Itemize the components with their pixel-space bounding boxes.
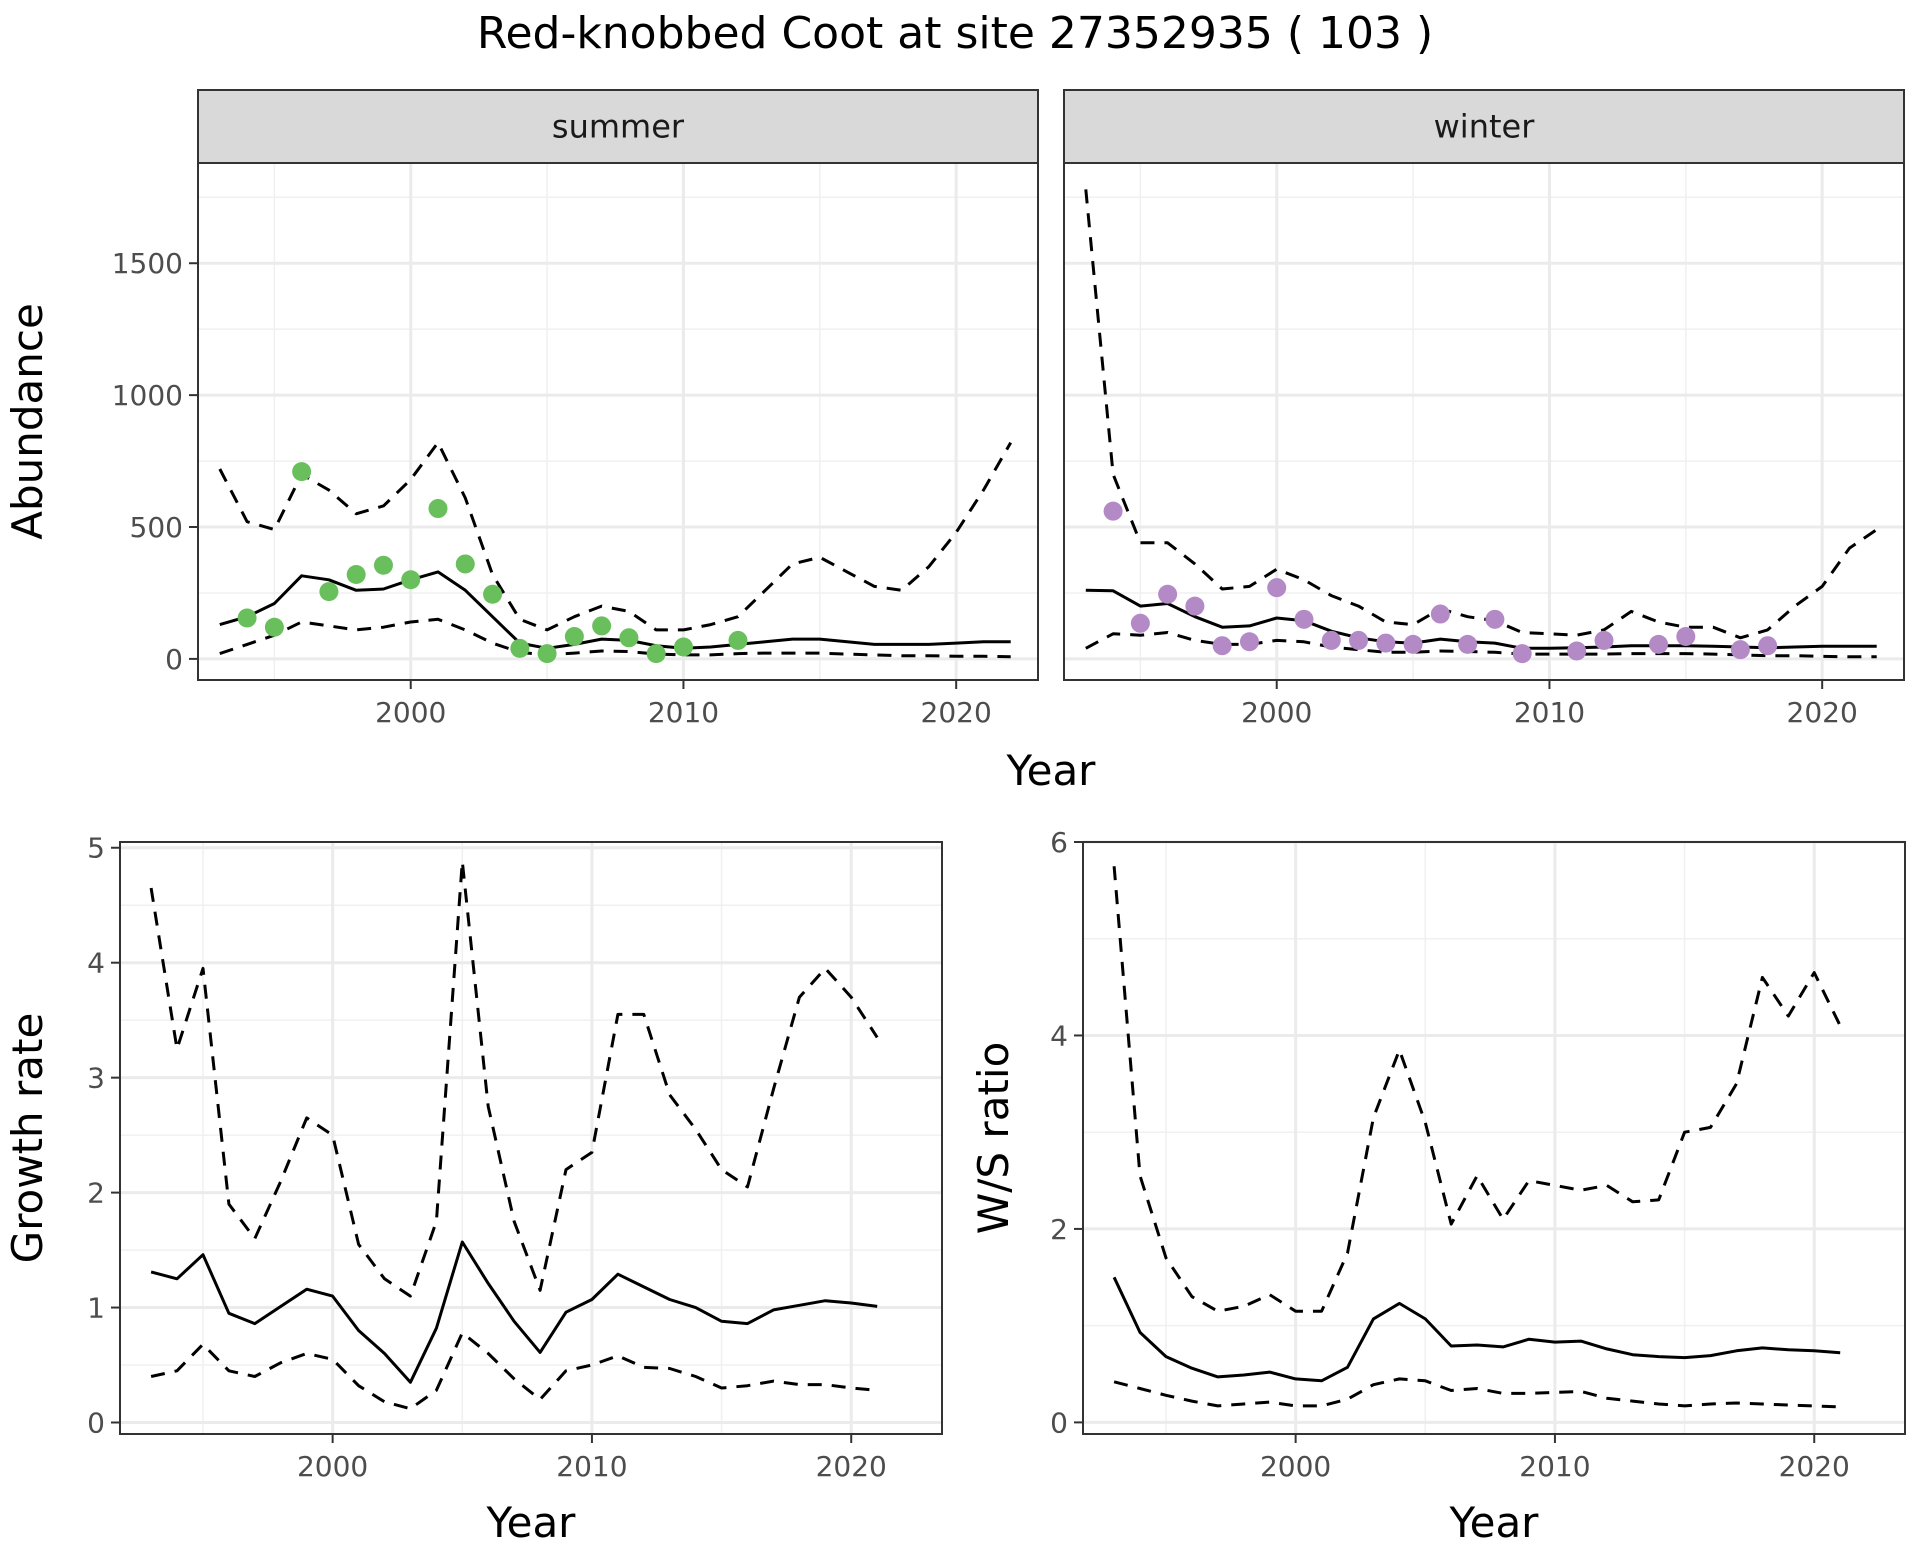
observation-point	[1403, 634, 1423, 654]
x-axis-label: Year	[486, 1498, 577, 1547]
y-tick-label: 4	[1050, 1019, 1068, 1052]
y-tick-label: 1500	[112, 247, 183, 280]
x-tick-label: 2010	[1519, 1450, 1590, 1483]
observation-point	[1758, 636, 1778, 656]
panel-winter: winter 2000 2010 2020	[1063, 89, 1905, 729]
observation-point	[292, 462, 312, 482]
observation-point	[1267, 578, 1287, 598]
observation-point	[728, 630, 748, 650]
y-tick-label: 3	[87, 1062, 105, 1095]
estimate-line-0	[1112, 1276, 1841, 1383]
observation-point	[346, 564, 366, 584]
x-tick-label: 2010	[648, 696, 719, 729]
observation-point	[1185, 596, 1205, 616]
x-tick-label: 2010	[1514, 696, 1585, 729]
observation-point	[1430, 604, 1450, 624]
observation-point	[1376, 633, 1396, 653]
observation-point	[1158, 584, 1178, 604]
x-tick-label: 2000	[375, 696, 446, 729]
observation-point	[1567, 641, 1587, 661]
dashed-bound-line-1	[149, 860, 879, 1298]
observation-point	[1730, 640, 1750, 660]
y-tick-label: 0	[165, 643, 183, 676]
observation-point	[1594, 630, 1614, 650]
dashed-bound-line-1	[1112, 866, 1842, 1313]
x-tick-label: 2020	[1787, 696, 1858, 729]
observation-point	[1649, 634, 1669, 654]
observation-point	[1294, 609, 1314, 629]
observation-point	[646, 644, 666, 664]
x-tick-label: 2000	[1241, 696, 1312, 729]
observation-point	[483, 584, 503, 604]
y-tick-label: 5	[87, 832, 105, 865]
dashed-bound-line-2	[219, 617, 1011, 659]
panel-ratio: 2000 2010 2020 0 2 4 6 Year W/S ratio	[969, 826, 1906, 1547]
x-tick-label: 2020	[1779, 1450, 1850, 1483]
observation-point	[1349, 630, 1369, 650]
observation-point	[237, 608, 257, 628]
observation-point	[1458, 634, 1478, 654]
observation-point	[592, 616, 612, 636]
observation-point	[510, 638, 530, 658]
x-axis-label: Year	[1449, 1498, 1540, 1547]
observation-point	[319, 582, 339, 602]
y-tick-label: 1	[87, 1292, 105, 1325]
observation-point	[1212, 636, 1232, 656]
observation-point	[373, 555, 393, 575]
dashed-bound-line-2	[150, 1331, 878, 1411]
x-tick-label: 2010	[556, 1450, 627, 1483]
x-tick-label: 2000	[297, 1450, 368, 1483]
dashed-bound-line-2	[1113, 1377, 1841, 1409]
y-tick-label: 0	[1050, 1406, 1068, 1439]
x-tick-label: 2020	[816, 1450, 887, 1483]
facet-strip	[1063, 89, 1905, 164]
observation-point	[1103, 501, 1123, 521]
observation-point	[1130, 613, 1150, 633]
observation-point	[264, 617, 284, 637]
panel-growth: 2000 2010 2020 0 1 2 3 4 5 Year Growth rate	[3, 832, 943, 1547]
observation-point	[673, 637, 693, 657]
dashed-bound-line-1	[218, 441, 1013, 632]
panel-border	[1082, 841, 1906, 1435]
panel-border	[119, 841, 943, 1435]
x-tick-label: 2020	[921, 696, 992, 729]
facet-strip-label: summer	[552, 108, 685, 146]
observation-point	[1321, 630, 1341, 650]
y-tick-label: 500	[130, 511, 183, 544]
dashed-bound-line-1	[1084, 189, 1878, 640]
observation-point	[455, 554, 475, 574]
y-axis-label-top: Abundance	[3, 303, 52, 540]
facet-strip	[197, 89, 1039, 164]
observation-point	[401, 570, 421, 590]
observation-point	[537, 644, 557, 664]
x-axis-label-top: Year	[1006, 746, 1097, 795]
figure-title: Red-knobbed Coot at site 27352935 ( 103 …	[477, 8, 1433, 59]
observation-point	[1239, 632, 1259, 652]
observation-point	[564, 626, 584, 646]
facet-strip-label: winter	[1434, 108, 1536, 146]
y-tick-label: 2	[87, 1177, 105, 1210]
y-tick-label: 1000	[112, 379, 183, 412]
y-tick-label: 4	[87, 947, 105, 980]
panel-summer: summer 2000 2010 2020 0 500 1000 1500	[112, 89, 1039, 729]
observation-point	[428, 499, 448, 519]
observation-point	[1485, 609, 1505, 629]
observation-point	[1512, 644, 1532, 664]
estimate-line-0	[219, 570, 1011, 650]
estimate-line-0	[150, 1240, 878, 1384]
x-tick-label: 2000	[1260, 1450, 1331, 1483]
y-axis-label: Growth rate	[3, 1013, 52, 1264]
observation-point	[1676, 626, 1696, 646]
y-tick-label: 6	[1050, 826, 1068, 859]
y-axis-label: W/S ratio	[969, 1042, 1018, 1235]
observation-point	[619, 628, 639, 648]
y-tick-label: 2	[1050, 1213, 1068, 1246]
y-tick-label: 0	[87, 1407, 105, 1440]
